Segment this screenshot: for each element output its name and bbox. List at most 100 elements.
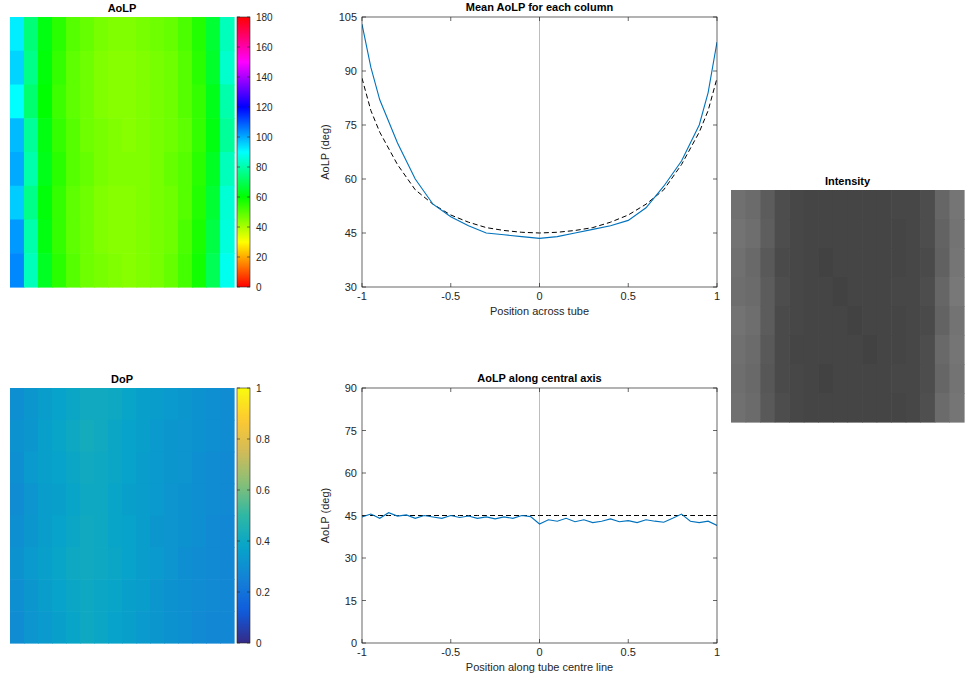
- colorbar-tick-label: 60: [256, 192, 268, 203]
- heatmap-cell: [108, 253, 123, 287]
- x-tick: [450, 388, 451, 392]
- y-tick: [713, 233, 717, 234]
- heatmap-cell: [108, 579, 123, 611]
- y-tick: [362, 473, 366, 474]
- heatmap-cell: [192, 484, 207, 516]
- heatmap-cell: [122, 484, 137, 516]
- x-tick: [628, 639, 629, 643]
- heatmap-cell: [94, 579, 109, 611]
- heatmap-cell: [136, 579, 151, 611]
- heatmap-cell: [178, 152, 193, 186]
- heatmap-cell: [206, 253, 221, 287]
- reference-line: [539, 17, 540, 287]
- heatmap-cell: [164, 484, 179, 516]
- heatmap-cell: [920, 219, 935, 249]
- colorbar-tick: [247, 197, 250, 198]
- heatmap-cell: [206, 17, 221, 51]
- heatmap-cell: [80, 17, 95, 51]
- heatmap-cell: [150, 253, 165, 287]
- heatmap-cell: [136, 17, 151, 51]
- y-axis-title: AoLP (deg): [319, 488, 331, 543]
- x-tick: [362, 17, 363, 21]
- heatmap-cell: [38, 253, 53, 287]
- y-tick-label: 90: [345, 382, 357, 394]
- y-tick: [362, 71, 366, 72]
- heatmap-cell: [206, 547, 221, 579]
- heatmap-cell: [804, 306, 819, 336]
- heatmap-cell: [192, 611, 207, 643]
- heatmap-cell: [848, 335, 863, 365]
- heatmap-cell: [66, 220, 81, 254]
- heatmap-cell: [164, 420, 179, 452]
- heatmap-cell: [760, 190, 775, 220]
- heatmap-cell: [150, 452, 165, 484]
- y-tick: [713, 125, 717, 126]
- heatmap-cell: [746, 190, 761, 220]
- heatmap-cell: [848, 219, 863, 249]
- colorbar-tick: [247, 541, 250, 542]
- heatmap-cell: [206, 118, 221, 152]
- colorbar-tick: [237, 137, 240, 138]
- heatmap-cell: [906, 306, 921, 336]
- heatmap-cell: [52, 220, 67, 254]
- heatmap-cell: [206, 579, 221, 611]
- line-panel: -1-0.500.513045607590105Mean AoLP for ea…: [319, 1, 720, 317]
- heatmap-cell: [731, 393, 746, 423]
- heatmap-cell: [220, 220, 235, 254]
- heatmap-cell: [136, 220, 151, 254]
- heatmap-cell: [164, 17, 179, 51]
- heatmap-cell: [108, 547, 123, 579]
- colorbar-tick-label: 20: [256, 252, 268, 263]
- heatmap-cell: [66, 484, 81, 516]
- heatmap-cell: [192, 253, 207, 287]
- heatmap-cell: [731, 219, 746, 249]
- heatmap-cell: [935, 393, 950, 423]
- heatmap-cell: [80, 484, 95, 516]
- heatmap-cell: [80, 85, 95, 119]
- heatmap-cell: [24, 611, 39, 643]
- heatmap-cell: [80, 547, 95, 579]
- heatmap-cell: [862, 364, 877, 394]
- heatmap-cell: [38, 186, 53, 220]
- x-tick-label: -1: [357, 290, 367, 302]
- y-axis-title: AoLP (deg): [319, 124, 331, 179]
- heatmap-cell: [206, 152, 221, 186]
- heatmap-cell: [949, 393, 964, 423]
- y-tick-label: 75: [345, 425, 357, 437]
- y-tick: [362, 17, 366, 18]
- heatmap-cell: [206, 516, 221, 548]
- heatmap-cell: [136, 85, 151, 119]
- colorbar-tick: [237, 17, 240, 18]
- heatmap-cell: [220, 516, 235, 548]
- heatmap-cell: [877, 277, 892, 307]
- colorbar-tick: [247, 227, 250, 228]
- x-tick-label: -0.5: [441, 290, 460, 302]
- heatmap-cell: [10, 51, 25, 85]
- heatmap-cell: [122, 253, 137, 287]
- heatmap-cell: [935, 190, 950, 220]
- heatmap-cell: [38, 220, 53, 254]
- y-tick-label: 60: [345, 467, 357, 479]
- heatmap-cell: [178, 579, 193, 611]
- heatmap-cell: [877, 190, 892, 220]
- heatmap-cell: [220, 253, 235, 287]
- y-tick-label: 30: [345, 552, 357, 564]
- y-tick: [362, 643, 366, 644]
- colorbar-tick-label: 40: [256, 222, 268, 233]
- colorbar-tick: [247, 592, 250, 593]
- heatmap-cell: [818, 277, 833, 307]
- heatmap-cell: [108, 85, 123, 119]
- heatmap-cell: [192, 85, 207, 119]
- y-tick: [362, 179, 366, 180]
- heatmap-cell: [192, 17, 207, 51]
- heatmap-cell: [206, 484, 221, 516]
- heatmap-cell: [52, 579, 67, 611]
- heatmap-cell: [150, 484, 165, 516]
- heatmap-cell: [94, 118, 109, 152]
- heatmap-cell: [108, 17, 123, 51]
- heatmap-cell: [122, 118, 137, 152]
- heatmap-cell: [150, 516, 165, 548]
- heatmap-cell: [24, 118, 39, 152]
- heatmap-cell: [108, 452, 123, 484]
- heatmap-cell: [804, 277, 819, 307]
